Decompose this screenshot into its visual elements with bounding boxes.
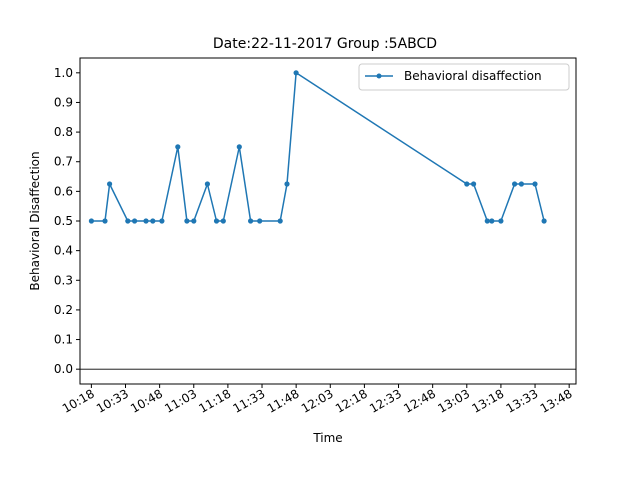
data-point — [248, 218, 254, 224]
data-point — [184, 218, 190, 224]
y-axis: 0.0 0.1 0.2 0.3 0.4 0.5 0.6 0.7 0.8 0.9 1.0 — [54, 66, 80, 376]
data-point — [159, 218, 165, 224]
y-tick-label: 0.6 — [54, 184, 73, 198]
legend: Behavioral disaffection — [358, 63, 570, 91]
chart-title: Date:22-11-2017 Group :5ABCD — [213, 36, 437, 52]
series-layer — [88, 70, 547, 224]
data-point — [220, 218, 226, 224]
data-point — [236, 144, 242, 150]
data-point — [293, 70, 299, 76]
data-point — [150, 218, 156, 224]
data-point — [511, 181, 518, 187]
y-tick-label: 0.5 — [54, 214, 73, 228]
data-point — [88, 218, 94, 224]
x-axis-label: Time — [312, 431, 342, 445]
data-point — [125, 218, 131, 224]
data-point — [277, 218, 283, 224]
y-tick-label: 0.3 — [54, 273, 73, 287]
data-point — [498, 218, 504, 224]
data-point — [143, 218, 149, 224]
data-point — [489, 218, 495, 224]
y-tick-label: 1.0 — [54, 66, 73, 80]
data-point — [204, 181, 210, 187]
y-tick-label: 0.7 — [54, 155, 73, 169]
data-point — [464, 181, 470, 187]
data-point — [471, 181, 477, 187]
data-point — [107, 181, 113, 187]
y-tick-label: 0.9 — [54, 95, 73, 109]
y-tick-label: 0.4 — [54, 244, 73, 258]
y-tick-label: 0.0 — [54, 362, 73, 376]
data-point — [257, 218, 263, 224]
y-tick-label: 0.1 — [54, 333, 73, 347]
y-axis-label: Behavioral Disaffection — [28, 151, 42, 290]
plot-frame — [79, 57, 577, 385]
data-point — [175, 144, 181, 150]
data-point — [213, 218, 220, 224]
legend-label: Behavioral disaffection — [404, 69, 542, 83]
data-point — [191, 218, 197, 224]
data-point — [284, 181, 290, 187]
y-tick-label: 0.2 — [54, 303, 73, 317]
legend-point-marker — [376, 73, 382, 79]
y-tick-label: 0.8 — [54, 125, 73, 139]
data-point — [532, 181, 538, 187]
legend-box — [358, 63, 570, 91]
data-point — [541, 218, 547, 224]
data-point — [132, 218, 138, 224]
data-point — [518, 181, 525, 187]
data-point — [102, 218, 108, 224]
data-point — [484, 218, 490, 224]
